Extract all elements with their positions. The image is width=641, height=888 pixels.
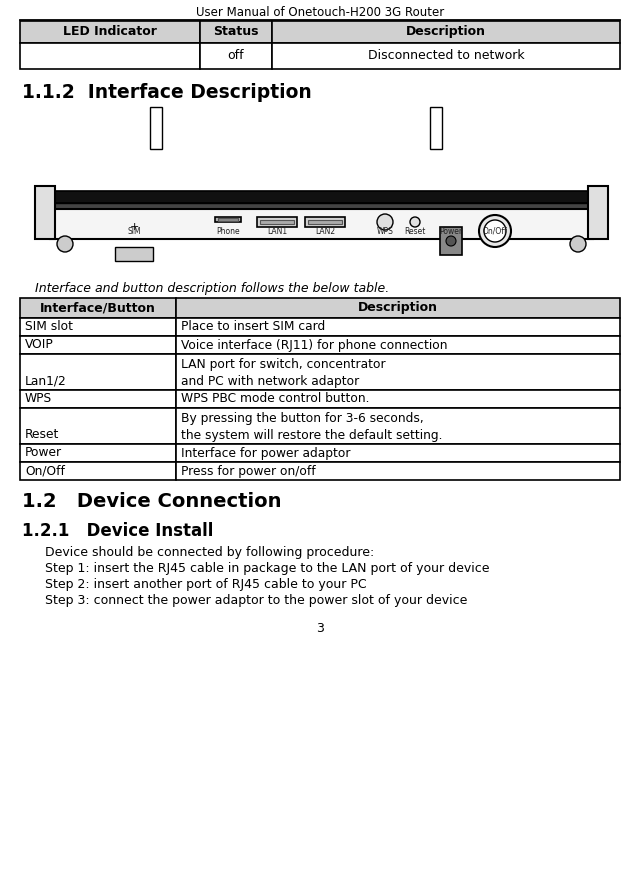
Circle shape <box>57 236 73 252</box>
Text: the system will restore the default setting.: the system will restore the default sett… <box>181 429 442 441</box>
Text: Interface for power adaptor: Interface for power adaptor <box>181 447 351 459</box>
Bar <box>20 298 176 318</box>
Bar <box>218 218 238 221</box>
Text: SIM slot: SIM slot <box>25 321 73 334</box>
Circle shape <box>570 236 586 252</box>
Bar <box>176 354 620 390</box>
Text: Step 1: insert the RJ45 cable in package to the LAN port of your device: Step 1: insert the RJ45 cable in package… <box>45 562 490 575</box>
Text: 1.2   Device Connection: 1.2 Device Connection <box>22 492 281 511</box>
Bar <box>50 191 593 203</box>
Bar <box>20 336 176 354</box>
Text: Step 3: connect the power adaptor to the power slot of your device: Step 3: connect the power adaptor to the… <box>45 594 467 607</box>
Text: LAN port for switch, concentrator: LAN port for switch, concentrator <box>181 358 386 371</box>
Bar <box>20 408 176 444</box>
Bar <box>176 318 620 336</box>
Text: Voice interface (RJ11) for phone connection: Voice interface (RJ11) for phone connect… <box>181 338 447 352</box>
Bar <box>305 217 345 227</box>
Bar <box>215 217 241 222</box>
Text: Press for power on/off: Press for power on/off <box>181 464 315 478</box>
Bar <box>176 408 620 444</box>
Bar <box>430 107 442 149</box>
Bar <box>176 444 620 462</box>
Bar <box>20 318 176 336</box>
Text: Disconnected to network: Disconnected to network <box>368 50 524 62</box>
Bar <box>176 298 620 318</box>
Text: 3: 3 <box>316 622 324 635</box>
Text: Interface/Button: Interface/Button <box>40 302 156 314</box>
Text: On/Off: On/Off <box>483 227 508 236</box>
Bar <box>20 43 200 69</box>
Bar <box>176 462 620 480</box>
Text: Interface and button description follows the below table.: Interface and button description follows… <box>35 282 389 295</box>
Bar <box>20 21 200 43</box>
Bar <box>308 220 342 224</box>
Bar <box>176 336 620 354</box>
Bar <box>20 354 176 390</box>
Text: LAN2: LAN2 <box>315 227 335 236</box>
Text: 1.1.2  Interface Description: 1.1.2 Interface Description <box>22 83 312 102</box>
Bar <box>257 217 297 227</box>
Bar <box>20 390 176 408</box>
Bar <box>200 43 272 69</box>
Text: +: + <box>129 222 138 232</box>
Bar <box>35 186 55 239</box>
Text: Description: Description <box>358 302 438 314</box>
Bar <box>440 227 462 255</box>
Text: User Manual of Onetouch-H200 3G Router: User Manual of Onetouch-H200 3G Router <box>196 6 444 19</box>
Text: off: off <box>228 50 244 62</box>
Text: Power: Power <box>440 227 463 236</box>
Circle shape <box>479 215 511 247</box>
Text: Reset: Reset <box>25 429 60 441</box>
Text: VOIP: VOIP <box>25 338 54 352</box>
Circle shape <box>410 217 420 227</box>
Bar <box>115 247 153 261</box>
Bar <box>50 203 593 209</box>
Text: Power: Power <box>25 447 62 459</box>
Bar <box>15 109 625 274</box>
Text: and PC with network adaptor: and PC with network adaptor <box>181 375 359 387</box>
Circle shape <box>484 220 506 242</box>
Bar <box>176 390 620 408</box>
Text: SIM: SIM <box>127 227 141 236</box>
Bar <box>20 462 176 480</box>
Text: Lan1/2: Lan1/2 <box>25 375 67 387</box>
Text: Device should be connected by following procedure:: Device should be connected by following … <box>45 546 374 559</box>
Text: Place to insert SIM card: Place to insert SIM card <box>181 321 325 334</box>
Text: LAN1: LAN1 <box>267 227 287 236</box>
Text: By pressing the button for 3-6 seconds,: By pressing the button for 3-6 seconds, <box>181 412 424 425</box>
Text: 1.2.1   Device Install: 1.2.1 Device Install <box>22 522 213 540</box>
Bar <box>260 220 294 224</box>
Bar <box>50 209 593 239</box>
Bar <box>150 107 162 149</box>
Text: Step 2: insert another port of RJ45 cable to your PC: Step 2: insert another port of RJ45 cabl… <box>45 578 367 591</box>
Text: Status: Status <box>213 26 259 38</box>
Circle shape <box>377 214 393 230</box>
Text: WPS: WPS <box>376 227 394 236</box>
Text: On/Off: On/Off <box>25 464 65 478</box>
Text: WPS: WPS <box>25 392 52 406</box>
Text: Reset: Reset <box>404 227 426 236</box>
Bar <box>588 186 608 239</box>
Text: LED Indicator: LED Indicator <box>63 26 157 38</box>
Bar <box>200 21 272 43</box>
Bar <box>20 444 176 462</box>
Text: Phone: Phone <box>216 227 240 236</box>
Text: WPS PBC mode control button.: WPS PBC mode control button. <box>181 392 369 406</box>
Bar <box>272 43 620 69</box>
Circle shape <box>446 236 456 246</box>
Bar <box>272 21 620 43</box>
Text: Description: Description <box>406 26 486 38</box>
